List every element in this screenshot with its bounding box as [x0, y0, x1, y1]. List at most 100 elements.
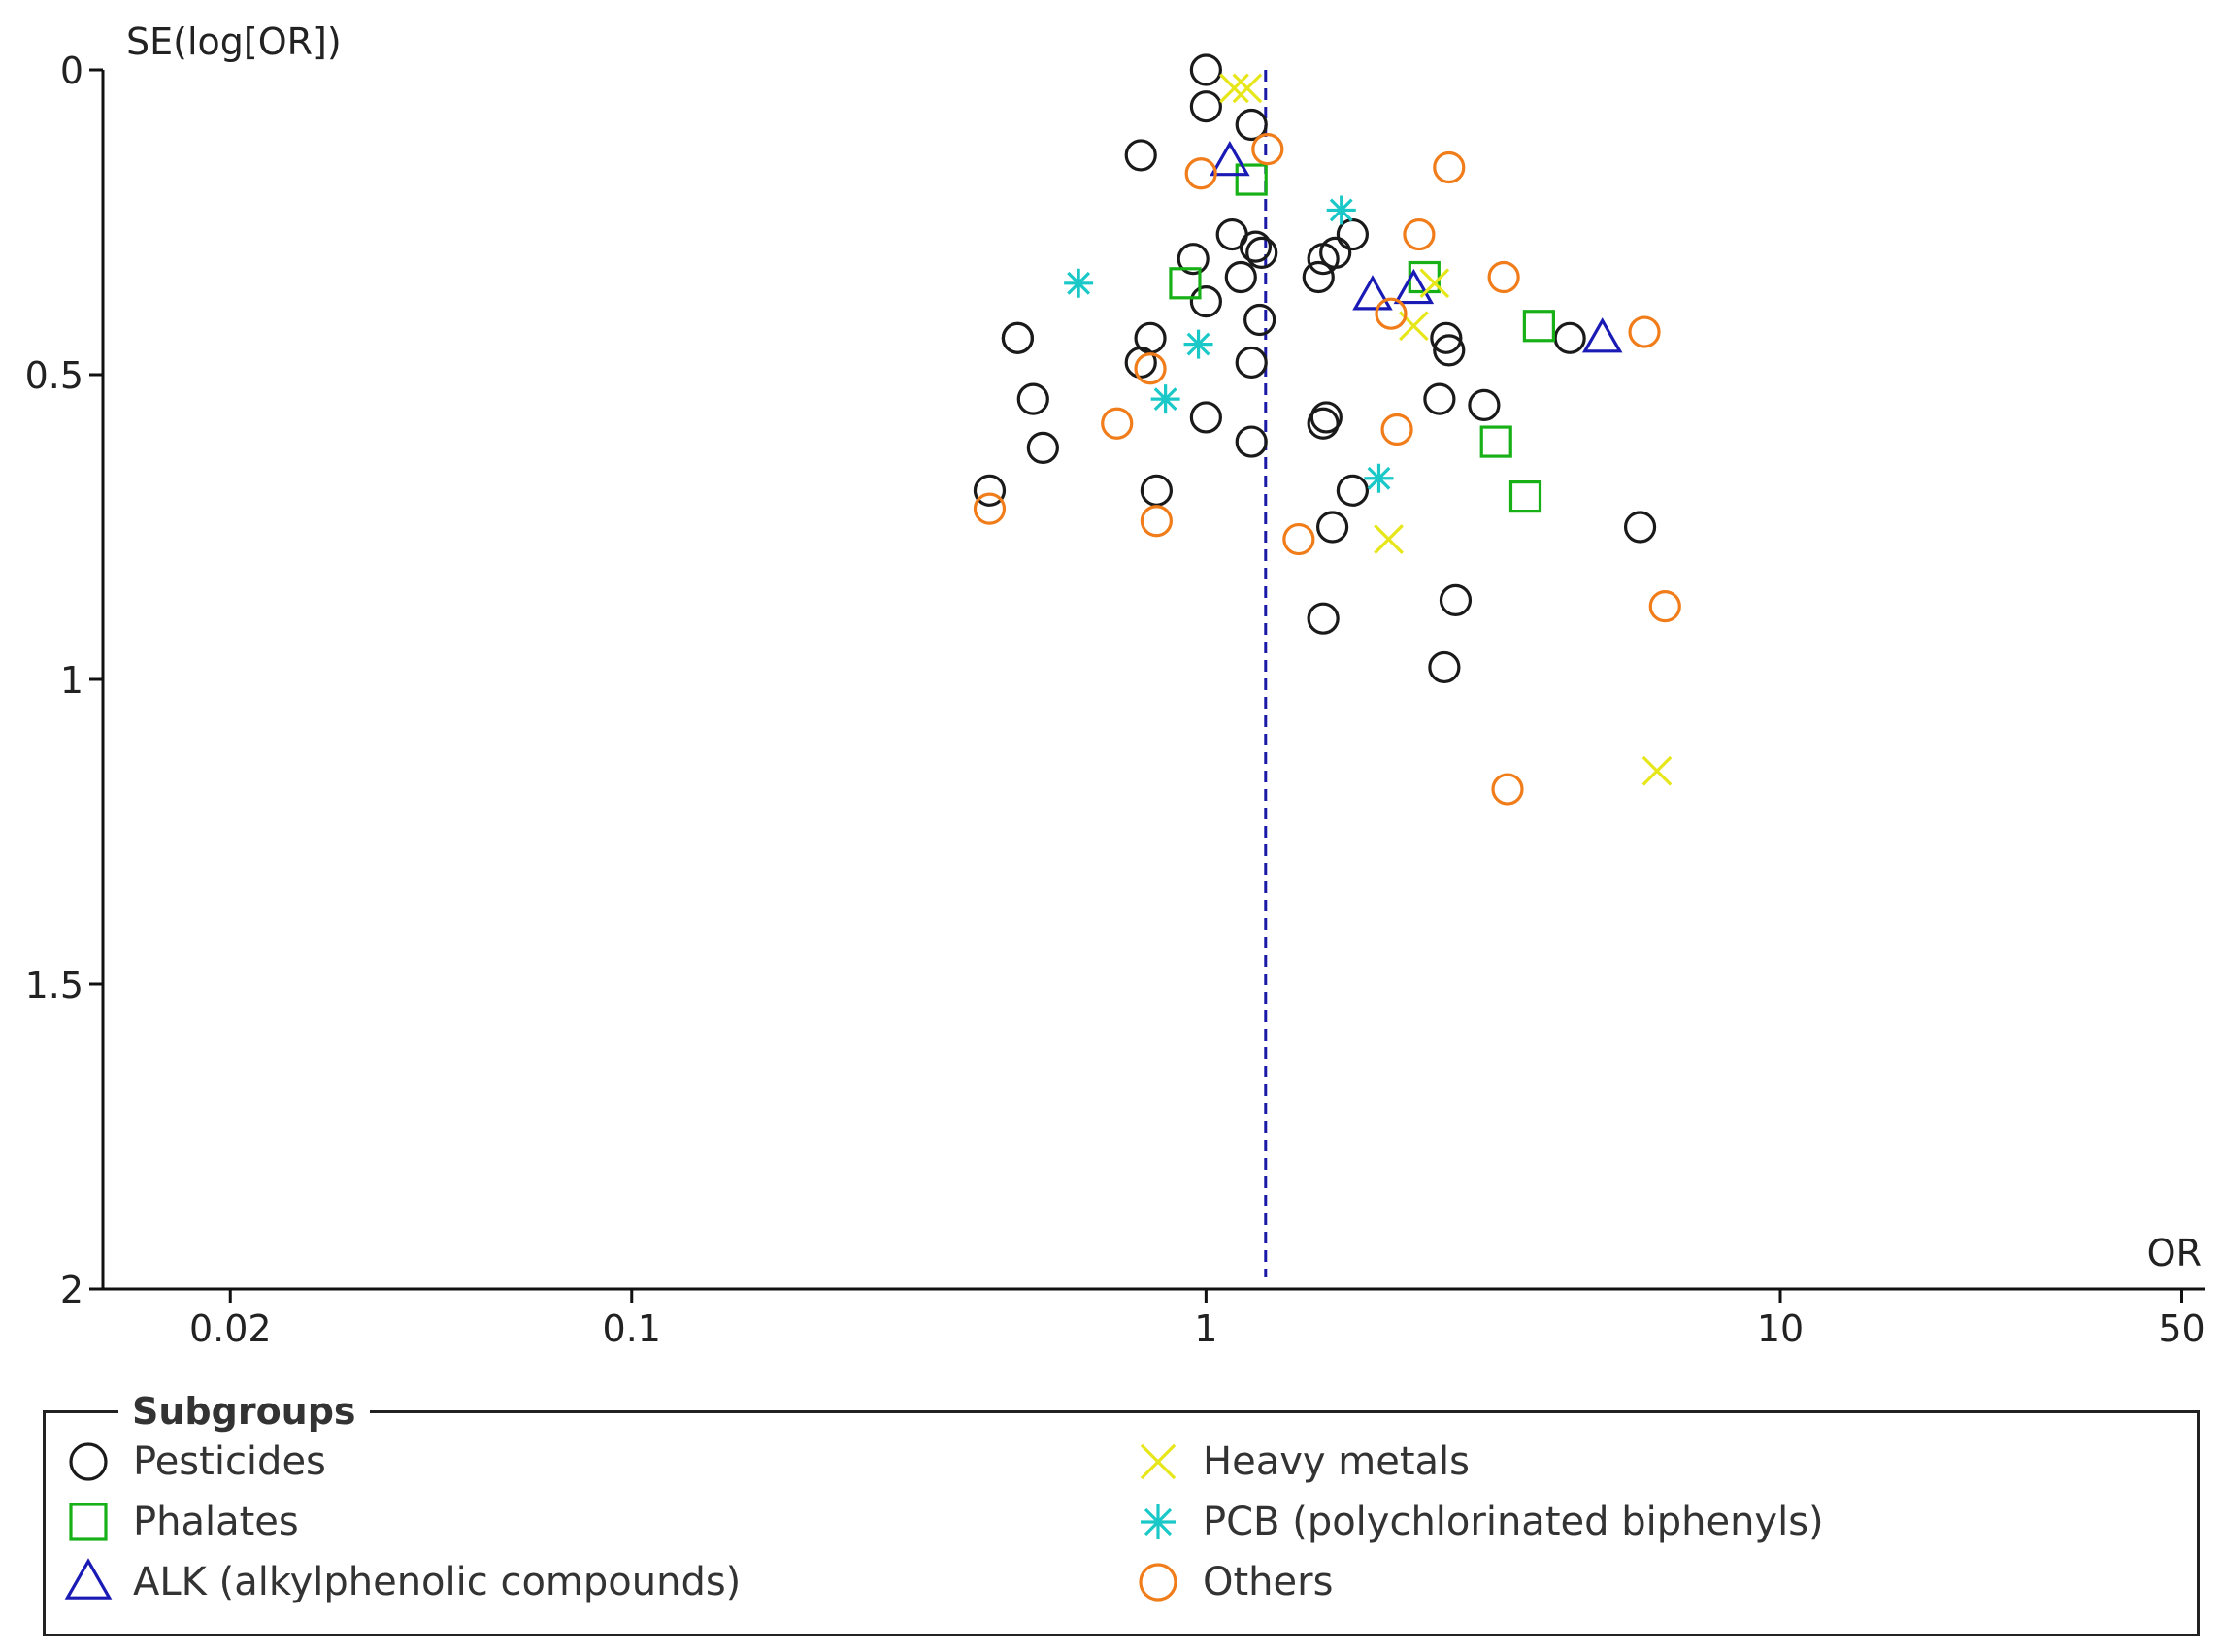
y-tick-label: 0: [60, 50, 83, 92]
x-point: [1219, 73, 1249, 104]
asterisk-point: [1326, 195, 1356, 225]
circle-point: [1140, 505, 1173, 538]
series-others: [973, 133, 1681, 806]
x-legend-glyph: [1140, 1443, 1177, 1480]
circle-point: [1403, 217, 1436, 251]
asterisk-point: [1183, 329, 1213, 359]
circle-point: [1430, 321, 1463, 354]
circle-point: [1134, 352, 1167, 385]
circle-point: [1235, 346, 1268, 380]
x-tick-label: 0.02: [189, 1307, 272, 1350]
y-tick-label: 0.5: [25, 354, 83, 397]
circle-point: [1245, 236, 1278, 269]
circle-point: [1189, 90, 1222, 123]
circle-point: [1177, 243, 1210, 276]
x-tick-label: 0.1: [603, 1307, 661, 1350]
circle-point: [1468, 388, 1501, 421]
circle-point: [1026, 431, 1059, 464]
data-points: [973, 53, 1681, 806]
legend-label: Phalates: [133, 1500, 299, 1544]
x-marker-icon: [1140, 1443, 1177, 1480]
x-point: [1641, 755, 1673, 786]
square-point: [1169, 267, 1202, 300]
circle-point: [1336, 217, 1370, 251]
y-tick-label: 1.5: [25, 964, 83, 1007]
circle-marker-icon: [69, 1442, 108, 1481]
circle-point: [1628, 315, 1661, 348]
series-alk: [1210, 140, 1623, 353]
legend: Subgroups Pesticides Phalates ALK (alkyl…: [43, 1390, 2200, 1636]
circle-point: [1428, 650, 1461, 684]
asterisk-legend-glyph: [1141, 1504, 1176, 1539]
square-point: [1522, 310, 1555, 343]
circle-point: [1189, 285, 1222, 318]
square-marker-icon: [69, 1503, 108, 1541]
circle-point: [1189, 401, 1222, 434]
circle-point: [1433, 150, 1466, 184]
asterisk-point: [1364, 463, 1394, 493]
y-tick-label: 1: [60, 659, 83, 702]
legend-label: Others: [1203, 1560, 1334, 1604]
circle-point: [1439, 583, 1473, 616]
circle-point: [1307, 407, 1340, 440]
legend-title: Subgroups: [118, 1390, 370, 1433]
asterisk-point: [1064, 268, 1094, 298]
circle-point: [1553, 321, 1586, 354]
legend-label: PCB (polychlorinated biphenyls): [1203, 1500, 1824, 1544]
legend-label: ALK (alkylphenolic compounds): [133, 1560, 742, 1604]
circle-point: [1140, 474, 1173, 507]
x-tick-label: 50: [2158, 1307, 2204, 1350]
legend-item-pcb: PCB (polychlorinated biphenyls): [1131, 1495, 1824, 1549]
circle-point: [1315, 511, 1349, 544]
circle-point: [1623, 511, 1657, 544]
x-tick-label: 10: [1757, 1307, 1804, 1350]
circle-point: [1648, 590, 1681, 623]
series-phalates: [1169, 163, 1555, 513]
circle-point: [1302, 260, 1335, 294]
legend-item-heavy-metals: Heavy metals: [1131, 1435, 1470, 1489]
triangle-legend-glyph: [64, 1558, 113, 1600]
circle-point: [1491, 773, 1524, 806]
circle-point: [973, 474, 1007, 507]
triangle-point: [1581, 317, 1623, 353]
circle-point: [1433, 334, 1466, 367]
circle-point: [1380, 413, 1413, 446]
circle-legend-glyph: [69, 1442, 108, 1481]
triangle-point: [1352, 275, 1393, 311]
series-pcb: [1064, 195, 1394, 493]
asterisk-marker-icon: [1141, 1504, 1176, 1539]
circle-point: [1282, 522, 1315, 556]
legend-item-pesticides: Pesticides: [61, 1435, 326, 1489]
circle-point: [1307, 243, 1340, 276]
y-tick-label: 2: [60, 1269, 83, 1311]
circle-point: [1124, 346, 1157, 380]
circle-point: [1124, 139, 1157, 172]
square-point: [1508, 480, 1542, 513]
x-axis-label: OR: [2147, 1232, 2202, 1274]
y-axis-label: SE(log[OR]): [126, 20, 342, 63]
circle-point: [1487, 260, 1520, 294]
x-point: [1374, 524, 1404, 554]
circle-point: [1239, 230, 1273, 263]
series-pesticides: [973, 53, 1657, 684]
circle-point: [1251, 133, 1284, 166]
circle-point: [1336, 474, 1370, 507]
square-point: [1235, 163, 1268, 196]
circle-point: [1235, 425, 1268, 458]
circle-point: [1001, 321, 1034, 354]
legend-item-alk: ALK (alkylphenolic compounds): [61, 1555, 741, 1609]
circle-point: [1224, 260, 1257, 294]
legend-label: Pesticides: [133, 1439, 326, 1484]
circle-legend-glyph: [1139, 1563, 1177, 1602]
circle-point: [1235, 108, 1268, 142]
square-legend-glyph: [69, 1503, 108, 1541]
circle-point: [1016, 382, 1049, 415]
circle-point: [1243, 303, 1276, 337]
circle-point: [1423, 382, 1456, 415]
legend-item-others: Others: [1131, 1555, 1333, 1609]
x-tick-label: 1: [1194, 1307, 1217, 1350]
axes: 0 0.5 1 1.5 2 0.02 0.1 1 10 50: [25, 50, 2205, 1350]
legend-label: Heavy metals: [1203, 1439, 1470, 1484]
circle-marker-icon: [1139, 1563, 1177, 1602]
